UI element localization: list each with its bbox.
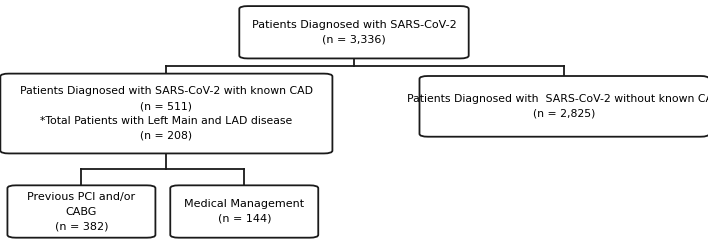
Text: (n = 3,336): (n = 3,336)	[322, 35, 386, 45]
FancyBboxPatch shape	[419, 76, 708, 137]
FancyBboxPatch shape	[239, 6, 469, 59]
Text: Previous PCI and/or: Previous PCI and/or	[28, 192, 135, 202]
Text: (n = 382): (n = 382)	[55, 221, 108, 231]
Text: (n = 144): (n = 144)	[217, 214, 271, 224]
Text: Medical Management: Medical Management	[184, 199, 304, 209]
Text: (n = 511): (n = 511)	[140, 101, 193, 111]
FancyBboxPatch shape	[0, 74, 333, 153]
Text: Patients Diagnosed with SARS-CoV-2 with known CAD: Patients Diagnosed with SARS-CoV-2 with …	[20, 86, 313, 96]
Text: *Total Patients with Left Main and LAD disease: *Total Patients with Left Main and LAD d…	[40, 116, 292, 126]
Text: Patients Diagnosed with SARS-CoV-2: Patients Diagnosed with SARS-CoV-2	[251, 20, 457, 30]
FancyBboxPatch shape	[170, 185, 318, 238]
FancyBboxPatch shape	[8, 185, 156, 238]
Text: (n = 2,825): (n = 2,825)	[533, 109, 595, 119]
Text: Patients Diagnosed with  SARS-CoV-2 without known CAD: Patients Diagnosed with SARS-CoV-2 witho…	[407, 94, 708, 104]
Text: CABG: CABG	[66, 206, 97, 217]
Text: (n = 208): (n = 208)	[140, 131, 193, 141]
